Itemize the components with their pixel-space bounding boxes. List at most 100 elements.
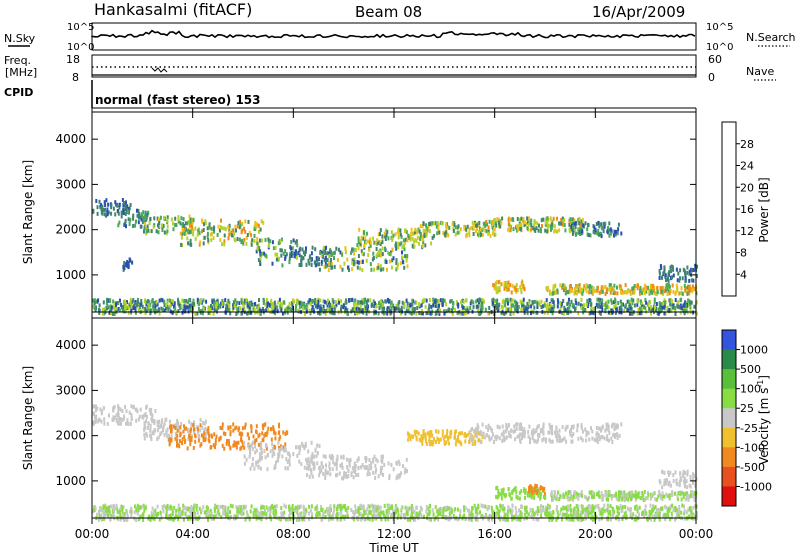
velocity-cell: [325, 463, 327, 468]
velocity-cell: [556, 509, 559, 514]
power-cell: [520, 225, 523, 229]
velocity-cell: [336, 511, 339, 516]
velocity-cell: [330, 514, 333, 519]
velocity-cell: [97, 417, 100, 422]
power-cell: [668, 284, 671, 289]
power-cell: [383, 306, 386, 311]
power-cell: [202, 228, 205, 232]
velocity-cell: [361, 504, 364, 509]
power-cell: [390, 306, 393, 311]
velocity-cell: [404, 467, 407, 472]
power-cell: [215, 301, 218, 306]
power-cell: [304, 252, 306, 257]
velocity-cell: [613, 422, 616, 427]
velocity-cell: [93, 505, 96, 510]
power-cell: [132, 216, 135, 221]
power-cell: [248, 305, 251, 310]
velocity-cell: [221, 426, 224, 431]
power-cell: [523, 310, 526, 315]
velocity-cell: [197, 429, 200, 434]
power-cell: [552, 300, 555, 305]
power-cell: [498, 302, 501, 307]
velocity-cell: [497, 488, 500, 493]
power-cell: [344, 300, 347, 305]
power-cell: [259, 260, 261, 265]
power-cell: [607, 299, 610, 304]
power-cell: [260, 308, 263, 313]
velocity-cell: [470, 432, 472, 437]
power-cell: [260, 251, 263, 256]
power-cell: [202, 241, 205, 246]
power-cell: [155, 300, 158, 305]
power-cell: [520, 301, 523, 306]
power-cell: [183, 304, 186, 309]
velocity-cell: [471, 442, 474, 446]
power-cell: [475, 229, 477, 234]
velocity-cell: [457, 439, 460, 444]
power-cell: [574, 286, 577, 291]
power-cell: [410, 311, 413, 316]
velocity-cell: [606, 434, 609, 439]
velocity-cell: [332, 460, 335, 465]
power-cell: [478, 223, 481, 228]
power-cell: [313, 301, 316, 306]
velocity-cell: [567, 508, 570, 512]
power-cell: [511, 284, 514, 289]
velocity-cell: [557, 490, 560, 495]
power-cell: [210, 304, 212, 308]
velocity-cell: [181, 509, 184, 514]
cpid-label: CPID: [4, 86, 33, 99]
velocity-cell: [468, 430, 471, 435]
velocity-cell: [158, 420, 161, 425]
velocity-cell: [497, 492, 500, 497]
power-cell: [317, 299, 320, 304]
velocity-cell: [270, 427, 273, 432]
power-cell: [564, 286, 567, 291]
power-cell: [253, 239, 256, 244]
velocity-cell: [176, 438, 179, 443]
power-cell: [544, 303, 546, 308]
velocity-cell: [377, 515, 380, 519]
power-cell: [588, 311, 591, 316]
power-cell: [230, 233, 233, 238]
velocity-cell: [363, 509, 366, 514]
power-cell: [494, 217, 497, 222]
power-cell: [431, 235, 434, 240]
velocity-cell: [422, 430, 425, 435]
power-cell: [574, 228, 577, 233]
power-cell: [105, 301, 108, 306]
power-cell: [246, 233, 249, 237]
power-cell: [457, 224, 460, 229]
power-cell: [411, 243, 414, 248]
power-cell: [419, 236, 422, 241]
power-cell: [650, 305, 653, 309]
velocity-cell: [336, 454, 339, 459]
velocity-cell: [509, 493, 511, 498]
velocity-cell: [288, 462, 291, 467]
power-cell: [635, 284, 638, 288]
velocity-cell: [606, 437, 608, 442]
velocity-cell: [420, 437, 423, 442]
velocity-cell: [392, 467, 395, 472]
power-cell: [322, 299, 325, 304]
power-cell: [149, 308, 152, 313]
velocity-cell: [622, 492, 625, 497]
velocity-cell: [532, 516, 535, 521]
power-cell: [519, 227, 522, 232]
velocity-cell: [424, 439, 427, 444]
velocity-cell: [332, 516, 335, 521]
velocity-cell: [296, 453, 299, 458]
power-cell: [429, 311, 432, 316]
power-cell: [591, 310, 594, 315]
velocity-cell: [381, 454, 384, 459]
power-cell: [546, 216, 549, 221]
power-cell: [148, 221, 151, 226]
power-cell: [672, 303, 675, 308]
velocity-cell: [577, 496, 580, 501]
power-cell: [236, 237, 239, 241]
power-cell: [356, 260, 359, 265]
power-cell: [389, 309, 392, 314]
power-cell: [684, 286, 687, 291]
velocity-cell: [233, 440, 236, 445]
